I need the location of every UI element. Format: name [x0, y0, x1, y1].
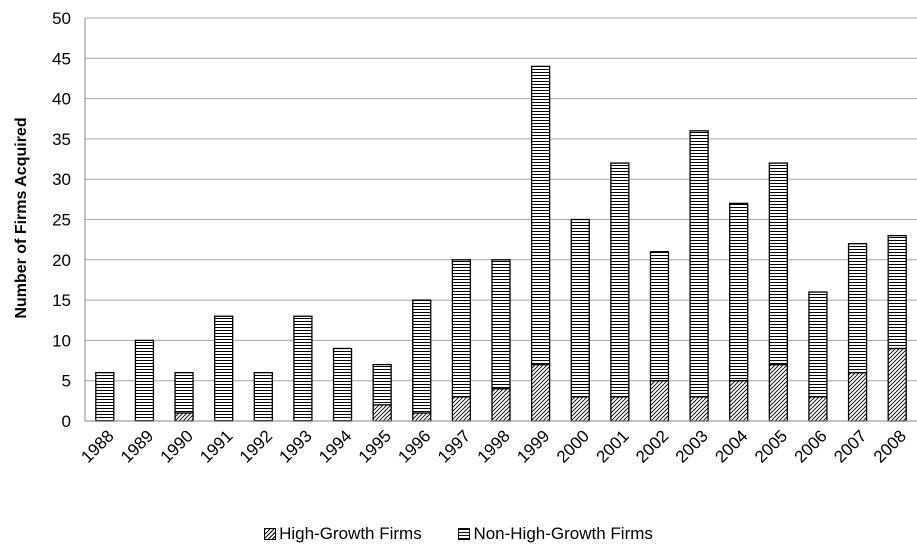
x-tick-label: 1993	[276, 426, 316, 466]
bars	[96, 66, 906, 421]
bar-segment-non-high-growth	[730, 203, 748, 380]
x-tick-label: 1989	[117, 426, 157, 466]
bar-segment-high-growth	[730, 381, 748, 421]
horizontal-hatch-swatch-icon	[458, 528, 470, 540]
bar-segment-non-high-growth	[888, 236, 906, 349]
bar-segment-non-high-growth	[294, 316, 312, 421]
x-tick-label: 1994	[315, 426, 355, 466]
bar-segment-non-high-growth	[690, 131, 708, 397]
x-tick-label: 2002	[632, 426, 672, 466]
legend-item-non-high-growth: Non-High-Growth Firms	[458, 524, 652, 544]
x-tick-label: 1995	[355, 426, 395, 466]
bar-segment-non-high-growth	[452, 260, 470, 397]
bar-segment-high-growth	[175, 413, 193, 421]
bar-segment-non-high-growth	[334, 348, 352, 421]
bar-segment-non-high-growth	[650, 252, 668, 381]
bar-segment-non-high-growth	[492, 260, 510, 389]
y-axis-title: Number of Firms Acquired	[13, 117, 30, 318]
bar-segment-non-high-growth	[215, 316, 233, 421]
x-tick-label: 2003	[672, 426, 712, 466]
bar-segment-high-growth	[888, 348, 906, 421]
y-tick-label: 35	[52, 130, 71, 149]
bar-segment-high-growth	[849, 373, 867, 421]
bar-segment-non-high-growth	[175, 373, 193, 413]
x-tick-label: 2005	[751, 426, 791, 466]
x-tick-label: 2008	[870, 426, 910, 466]
stacked-bar-chart: 0 5 10 15 20 25 30 35 40 45 50 1988 1989 1990 1991 1992…	[0, 0, 917, 520]
bar-segment-high-growth	[413, 413, 431, 421]
bar-segment-high-growth	[611, 397, 629, 421]
bar-segment-non-high-growth	[373, 365, 391, 405]
y-tick-label: 30	[52, 170, 71, 189]
x-tick-label: 1992	[236, 426, 276, 466]
bar-segment-high-growth	[690, 397, 708, 421]
x-tick-label: 1988	[77, 426, 117, 466]
bar-segment-high-growth	[373, 405, 391, 421]
x-tick-label: 2006	[791, 426, 831, 466]
x-tick-label: 2007	[830, 426, 870, 466]
x-tick-label: 1990	[157, 426, 197, 466]
bar-segment-non-high-growth	[849, 244, 867, 373]
bar-segment-non-high-growth	[532, 66, 550, 364]
y-tick-label: 25	[52, 211, 71, 230]
legend-item-high-growth: High-Growth Firms	[264, 524, 422, 544]
bar-segment-non-high-growth	[611, 163, 629, 397]
bar-segment-non-high-growth	[96, 373, 114, 421]
legend-label-high-growth: High-Growth Firms	[279, 524, 422, 544]
y-tick-label: 50	[52, 9, 71, 28]
y-tick-label: 15	[52, 291, 71, 310]
x-tick-label: 2004	[711, 426, 751, 466]
y-tick-label: 0	[62, 412, 71, 431]
x-tick-label: 1999	[513, 426, 553, 466]
x-tick-label: 2001	[593, 426, 633, 466]
y-tick-label: 45	[52, 49, 71, 68]
bar-segment-non-high-growth	[413, 300, 431, 413]
x-tick-label: 1996	[394, 426, 434, 466]
bar-segment-non-high-growth	[571, 220, 589, 397]
x-tick-label: 1991	[196, 426, 236, 466]
bar-segment-high-growth	[452, 397, 470, 421]
x-tick-label: 1997	[434, 426, 474, 466]
diagonal-hatch-swatch-icon	[264, 528, 276, 540]
bar-segment-non-high-growth	[135, 340, 153, 421]
bar-segment-non-high-growth	[769, 163, 787, 365]
y-tick-label: 40	[52, 90, 71, 109]
bar-segment-high-growth	[492, 389, 510, 421]
bar-segment-non-high-growth	[254, 373, 272, 421]
x-tick-label: 1998	[474, 426, 514, 466]
legend-label-non-high-growth: Non-High-Growth Firms	[473, 524, 652, 544]
bar-segment-high-growth	[769, 365, 787, 421]
bar-segment-high-growth	[571, 397, 589, 421]
bar-segment-high-growth	[809, 397, 827, 421]
bar-segment-high-growth	[650, 381, 668, 421]
y-tick-label: 5	[62, 372, 71, 391]
y-tick-label: 10	[52, 331, 71, 350]
legend: High-Growth Firms Non-High-Growth Firms	[0, 524, 917, 545]
x-tick-label: 2000	[553, 426, 593, 466]
bar-segment-high-growth	[532, 365, 550, 421]
bar-segment-non-high-growth	[809, 292, 827, 397]
y-tick-label: 20	[52, 251, 71, 270]
